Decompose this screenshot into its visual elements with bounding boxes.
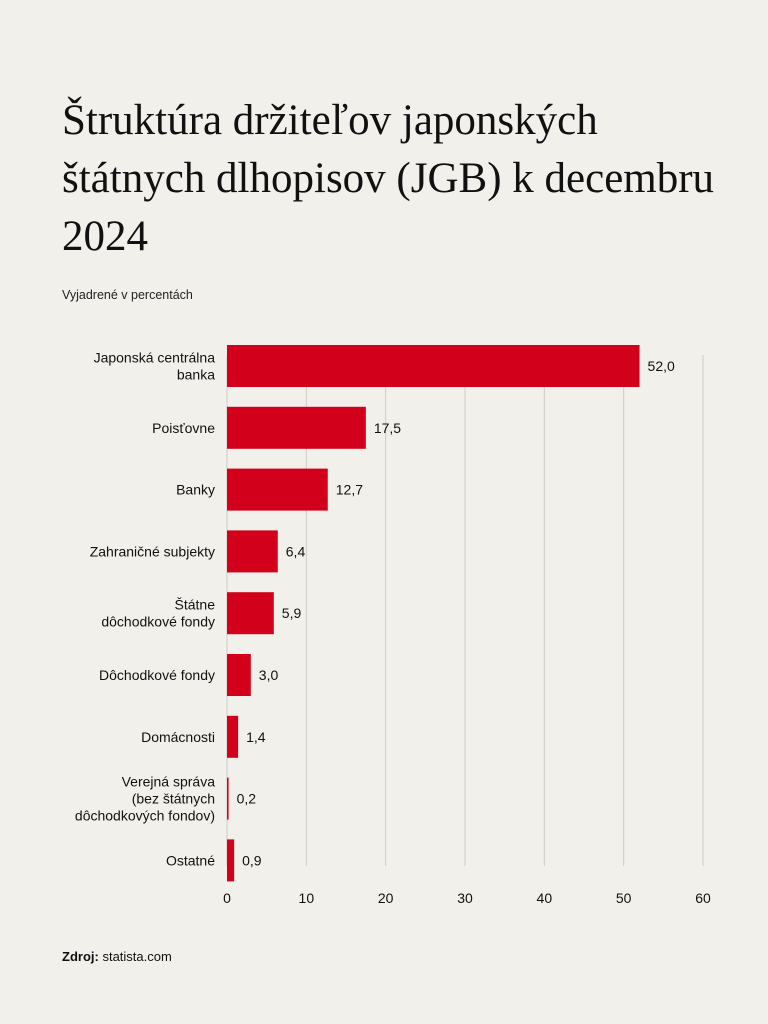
- category-label: Japonská centrálna banka: [94, 350, 216, 383]
- bar: [227, 715, 239, 758]
- x-tick-label: 60: [695, 890, 711, 906]
- chart-title: Štruktúra držiteľov japonských štátnych …: [62, 97, 715, 260]
- bar: [227, 839, 235, 882]
- bar: [227, 654, 251, 696]
- source-label: Zdroj:: [62, 949, 99, 964]
- category-label: Zahraničné subjekty: [90, 543, 215, 559]
- category-label: Poisťovne: [152, 420, 215, 436]
- category-label: Banky: [176, 482, 215, 498]
- x-tick-label: 50: [616, 890, 632, 906]
- bar: [227, 777, 229, 820]
- value-label: 17,5: [374, 420, 401, 436]
- category-label: Verejná správa (bez štátnych dôchodkových …: [75, 774, 215, 824]
- category-label: Domácnosti: [141, 729, 215, 745]
- value-label: 12,7: [336, 482, 363, 498]
- value-label: 5,9: [282, 605, 302, 621]
- bar: [227, 468, 328, 511]
- value-label: 52,0: [648, 358, 675, 374]
- x-tick-label: 40: [537, 890, 553, 906]
- x-tick-label: 20: [378, 890, 394, 906]
- bar: [227, 530, 278, 573]
- x-tick-label: 10: [299, 890, 315, 906]
- bar: [227, 592, 274, 635]
- value-label: 0,9: [242, 852, 262, 868]
- category-label: Dôchodkové fondy: [99, 667, 215, 683]
- x-tick-label: 30: [457, 890, 473, 906]
- bar: [227, 345, 640, 387]
- value-label: 1,4: [246, 729, 266, 745]
- source-note: Zdroj: statista.com: [62, 949, 172, 964]
- category-label: Ostatné: [166, 852, 215, 868]
- chart-subtitle: Vyjadrené v percentách: [62, 288, 193, 302]
- value-label: 0,2: [237, 791, 257, 807]
- value-label: 3,0: [259, 667, 279, 683]
- value-label: 6,4: [286, 543, 306, 559]
- bar: [227, 406, 366, 449]
- x-tick-label: 0: [223, 890, 231, 906]
- category-label: Štátne dôchodkové fondy: [101, 597, 215, 630]
- source-value: statista.com: [102, 949, 172, 964]
